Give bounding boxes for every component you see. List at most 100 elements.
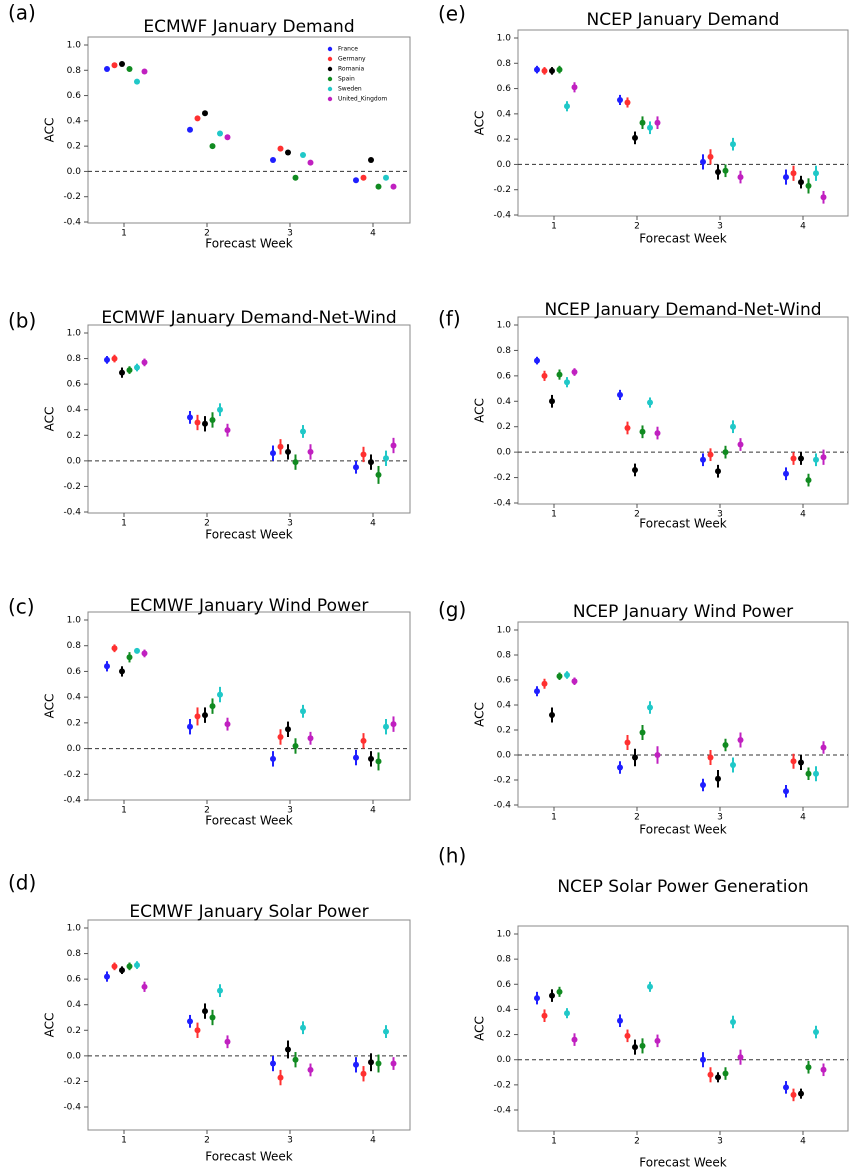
x-tick-label: 2 [634,1137,640,1147]
point [813,770,819,777]
point [270,450,276,457]
y-tick-label: 0.2 [497,422,511,432]
point [126,367,133,374]
point [805,477,812,484]
chart-title: ECMWF January Demand-Net-Wind [101,308,396,328]
x-axis-label: Forecast Week [639,1156,727,1170]
point [624,424,631,431]
y-tick-label: -0.4 [63,508,81,518]
point [790,170,797,177]
point [654,119,661,126]
point [126,963,133,970]
axes-frame [87,36,411,224]
y-tick-label: 0.0 [497,160,512,170]
point [564,672,570,678]
point [556,66,563,73]
point [737,1054,744,1061]
point [820,1066,827,1073]
x-tick-label: 2 [634,510,640,520]
x-tick-label: 2 [634,813,640,823]
point [307,735,314,742]
point [292,174,299,181]
y-tick-label: 0.2 [67,718,81,728]
point [783,1084,789,1091]
point [571,369,578,376]
point [798,179,804,186]
point [798,455,804,462]
point [617,1017,623,1024]
point [368,157,374,164]
point [375,471,382,478]
point [820,454,827,461]
y-tick-label: -0.2 [493,185,511,195]
point [654,1037,661,1044]
x-tick-label: 4 [800,1137,806,1147]
point [549,398,555,405]
legend-label: United_Kingdom [338,96,387,103]
point [722,742,729,748]
y-tick-label: 0.8 [497,651,512,661]
point [202,1008,208,1015]
point [564,1010,570,1017]
point [722,449,729,456]
point [541,67,548,74]
y-tick-label: 1.0 [67,616,82,626]
legend-marker [327,86,333,92]
point [707,1071,714,1078]
point [270,755,276,762]
point [285,726,291,733]
point [813,1029,819,1036]
y-tick-label: 0.4 [67,116,82,126]
x-axis-label: Forecast Week [639,232,727,246]
y-tick-label: 0.4 [497,397,512,407]
point [632,466,638,473]
point [624,1032,631,1039]
point [647,983,653,990]
y-tick-label: 0.4 [67,1000,82,1010]
point [383,723,389,730]
x-tick-label: 1 [551,1137,557,1147]
point [700,158,706,165]
point [534,688,540,695]
x-tick-label: 1 [551,222,557,232]
point [798,1090,804,1097]
point [353,177,359,184]
x-tick-label: 4 [800,813,806,823]
point [632,1044,638,1051]
y-tick-label: 0.6 [497,371,512,381]
point [126,654,133,661]
y-tick-label: -0.2 [63,1077,81,1087]
y-axis-label: ACC [473,111,487,136]
y-tick-label: 0.0 [67,167,82,177]
x-tick-label: 1 [121,519,127,529]
point [224,721,231,728]
point [639,119,646,126]
y-tick-label: 1.0 [67,41,82,51]
y-tick-label: 0.2 [67,431,81,441]
point [715,775,721,782]
y-tick-label: 0.2 [497,726,511,736]
y-tick-label: -0.2 [63,482,81,492]
point [617,764,623,771]
x-axis-label: Forecast Week [205,528,293,542]
x-tick-label: 2 [204,806,210,816]
y-tick-label: 1.0 [497,930,512,940]
y-tick-label: 0.6 [497,676,512,686]
point [383,455,389,462]
point [307,159,314,166]
y-tick-label: 1.0 [67,329,82,339]
point [104,663,110,670]
point [187,414,193,421]
y-tick-label: 0.4 [497,109,512,119]
point [383,174,389,181]
point [104,973,110,980]
point [194,115,201,122]
point [300,151,306,158]
y-tick-label: 0.4 [497,701,512,711]
point [805,1064,812,1071]
point [217,130,223,137]
point [187,126,193,133]
y-tick-label: 0.2 [67,1026,81,1036]
point [707,451,714,458]
y-tick-label: 0.8 [67,66,82,76]
